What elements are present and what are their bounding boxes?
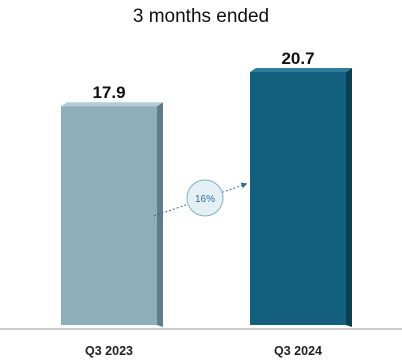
growth-label: 16%	[195, 194, 215, 205]
bar-front-q3-2024	[250, 72, 346, 325]
bar-q3-2023: 17.9 Q3 2023	[61, 83, 163, 358]
bar-side-q3-2023	[157, 102, 163, 327]
bars-layer: 17.9 Q3 2023 20.7 Q3 2024	[61, 49, 352, 358]
value-label-q3-2024: 20.7	[281, 49, 314, 68]
chart-title: 3 months ended	[133, 6, 269, 27]
bar-q3-2024: 20.7 Q3 2024	[250, 49, 352, 358]
category-label-q3-2024: Q3 2024	[274, 344, 322, 358]
bar-top-q3-2024	[250, 68, 352, 72]
category-label-q3-2023: Q3 2023	[85, 344, 133, 358]
bar-top-q3-2023	[61, 102, 163, 107]
bar-side-q3-2024	[346, 68, 352, 327]
growth-circle	[186, 179, 224, 217]
bar-front-q3-2023	[61, 106, 157, 325]
value-label-q3-2023: 17.9	[92, 83, 125, 102]
